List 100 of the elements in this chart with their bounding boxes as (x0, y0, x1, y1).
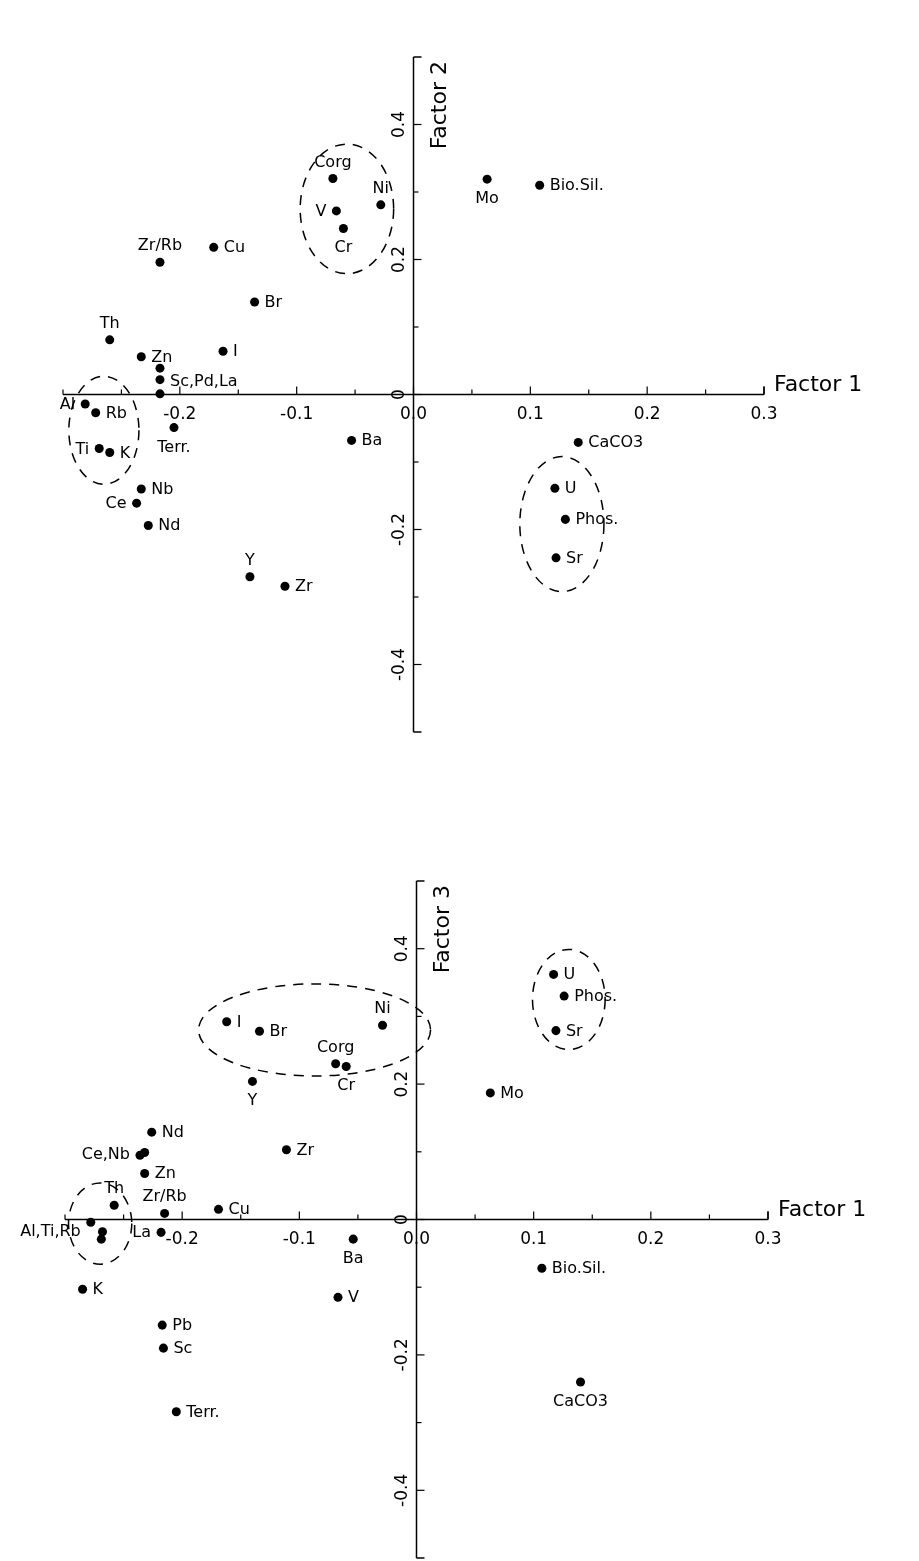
point (157, 1320, 167, 1330)
series-label: Sc (173, 1338, 193, 1358)
x-axis-title: Factor 1 (774, 370, 863, 396)
x-tick-label: 0.3 (750, 402, 778, 423)
series-label: Ba (361, 430, 383, 450)
series-label: Y (244, 549, 256, 569)
series-label: Zn (151, 346, 173, 366)
series-label: Sc,Pd,La (169, 370, 238, 390)
series-label: Th (98, 312, 120, 332)
series-label: Ti (74, 438, 90, 458)
point (169, 423, 179, 433)
x-tick-label: 0.3 (754, 1227, 782, 1248)
point (537, 1263, 547, 1273)
point (559, 991, 569, 1001)
series-label: Zr (296, 1139, 315, 1159)
point (560, 514, 570, 524)
point (341, 1061, 351, 1071)
point (155, 389, 165, 399)
series-label: U (563, 964, 576, 984)
point (551, 1026, 561, 1036)
point (245, 572, 255, 582)
point (551, 553, 561, 563)
series-label: Cr (334, 237, 353, 257)
series-label: Cu (228, 1199, 250, 1219)
series-label: Rb (105, 402, 127, 422)
point (331, 206, 341, 216)
series-label: I (233, 341, 238, 361)
point (109, 1200, 119, 1210)
point (222, 1017, 232, 1027)
y-tick-label: -0.4 (387, 647, 408, 682)
x-axis-title: Factor 1 (778, 1195, 867, 1221)
series-label: Ni (374, 998, 391, 1018)
y-tick-label: 0.2 (387, 245, 408, 274)
point (535, 180, 545, 190)
y-tick-label: 0.4 (390, 935, 411, 963)
series-label: K (92, 1279, 104, 1299)
series-label: Cr (337, 1075, 356, 1095)
y-tick-label: 0 (387, 389, 408, 400)
series-label: Nd (161, 1122, 184, 1142)
series-label: K (119, 442, 131, 462)
series-label: Mo (475, 188, 499, 208)
y-tick-label: -0.4 (390, 1473, 411, 1507)
point (94, 443, 104, 454)
series-label: Pb (172, 1315, 193, 1335)
series-label: U (564, 478, 577, 498)
series-label: Zr/Rb (137, 235, 183, 255)
y-tick-label: 0.4 (387, 110, 408, 139)
series-label: Ni (372, 177, 389, 197)
point (482, 174, 492, 184)
x-tick-label: -0.1 (282, 1227, 316, 1248)
series-label: Al,Ti,Rb (20, 1221, 81, 1241)
point (281, 1145, 291, 1155)
x-tick-label: 0.2 (637, 1227, 665, 1248)
series-label: CaCO3 (553, 1390, 608, 1410)
point (338, 223, 348, 233)
point (378, 1020, 388, 1030)
point (250, 297, 260, 307)
series-label: I (236, 1011, 242, 1031)
point (247, 1076, 257, 1086)
point (280, 581, 290, 591)
point (105, 335, 115, 345)
y-tick-label: 0.2 (390, 1070, 411, 1098)
series-label: Br (264, 292, 283, 312)
point (155, 375, 165, 385)
point (91, 408, 101, 418)
x-tick-label: 0.1 (520, 1227, 548, 1248)
x-tick-label: 0.1 (516, 402, 544, 423)
point (155, 363, 165, 373)
point (573, 437, 583, 447)
point (136, 484, 146, 494)
x-tick-label: -0.2 (165, 1227, 199, 1248)
series-label: Bio.Sil. (551, 1258, 607, 1278)
series-label: Terr. (156, 436, 191, 456)
y-tick-label: 0 (390, 1214, 411, 1225)
y-tick-label: -0.2 (387, 512, 408, 547)
point (147, 1127, 157, 1137)
point (143, 520, 153, 530)
series-label: Ce,Nb (81, 1143, 130, 1163)
point (97, 1227, 108, 1237)
series-label: Y (246, 1090, 258, 1110)
series-label: Sr (566, 547, 584, 567)
x-tick-label: -0.2 (163, 402, 197, 423)
y-axis-title: Factor 2 (425, 61, 451, 150)
point (80, 399, 90, 409)
y-tick-label: -0.2 (390, 1338, 411, 1372)
point (160, 1208, 170, 1218)
series-label: Ba (342, 1248, 364, 1268)
series-label: Cu (223, 237, 246, 257)
point (156, 1227, 166, 1237)
point (86, 1217, 96, 1227)
point (254, 1026, 265, 1036)
point (331, 1059, 341, 1069)
point (347, 435, 357, 445)
point (485, 1088, 495, 1098)
series-label: La (132, 1222, 152, 1242)
point (549, 969, 559, 979)
point (171, 1407, 181, 1417)
series-label: Al (59, 393, 76, 413)
series-label: Ce (105, 493, 127, 513)
series-label: Mo (500, 1082, 524, 1102)
